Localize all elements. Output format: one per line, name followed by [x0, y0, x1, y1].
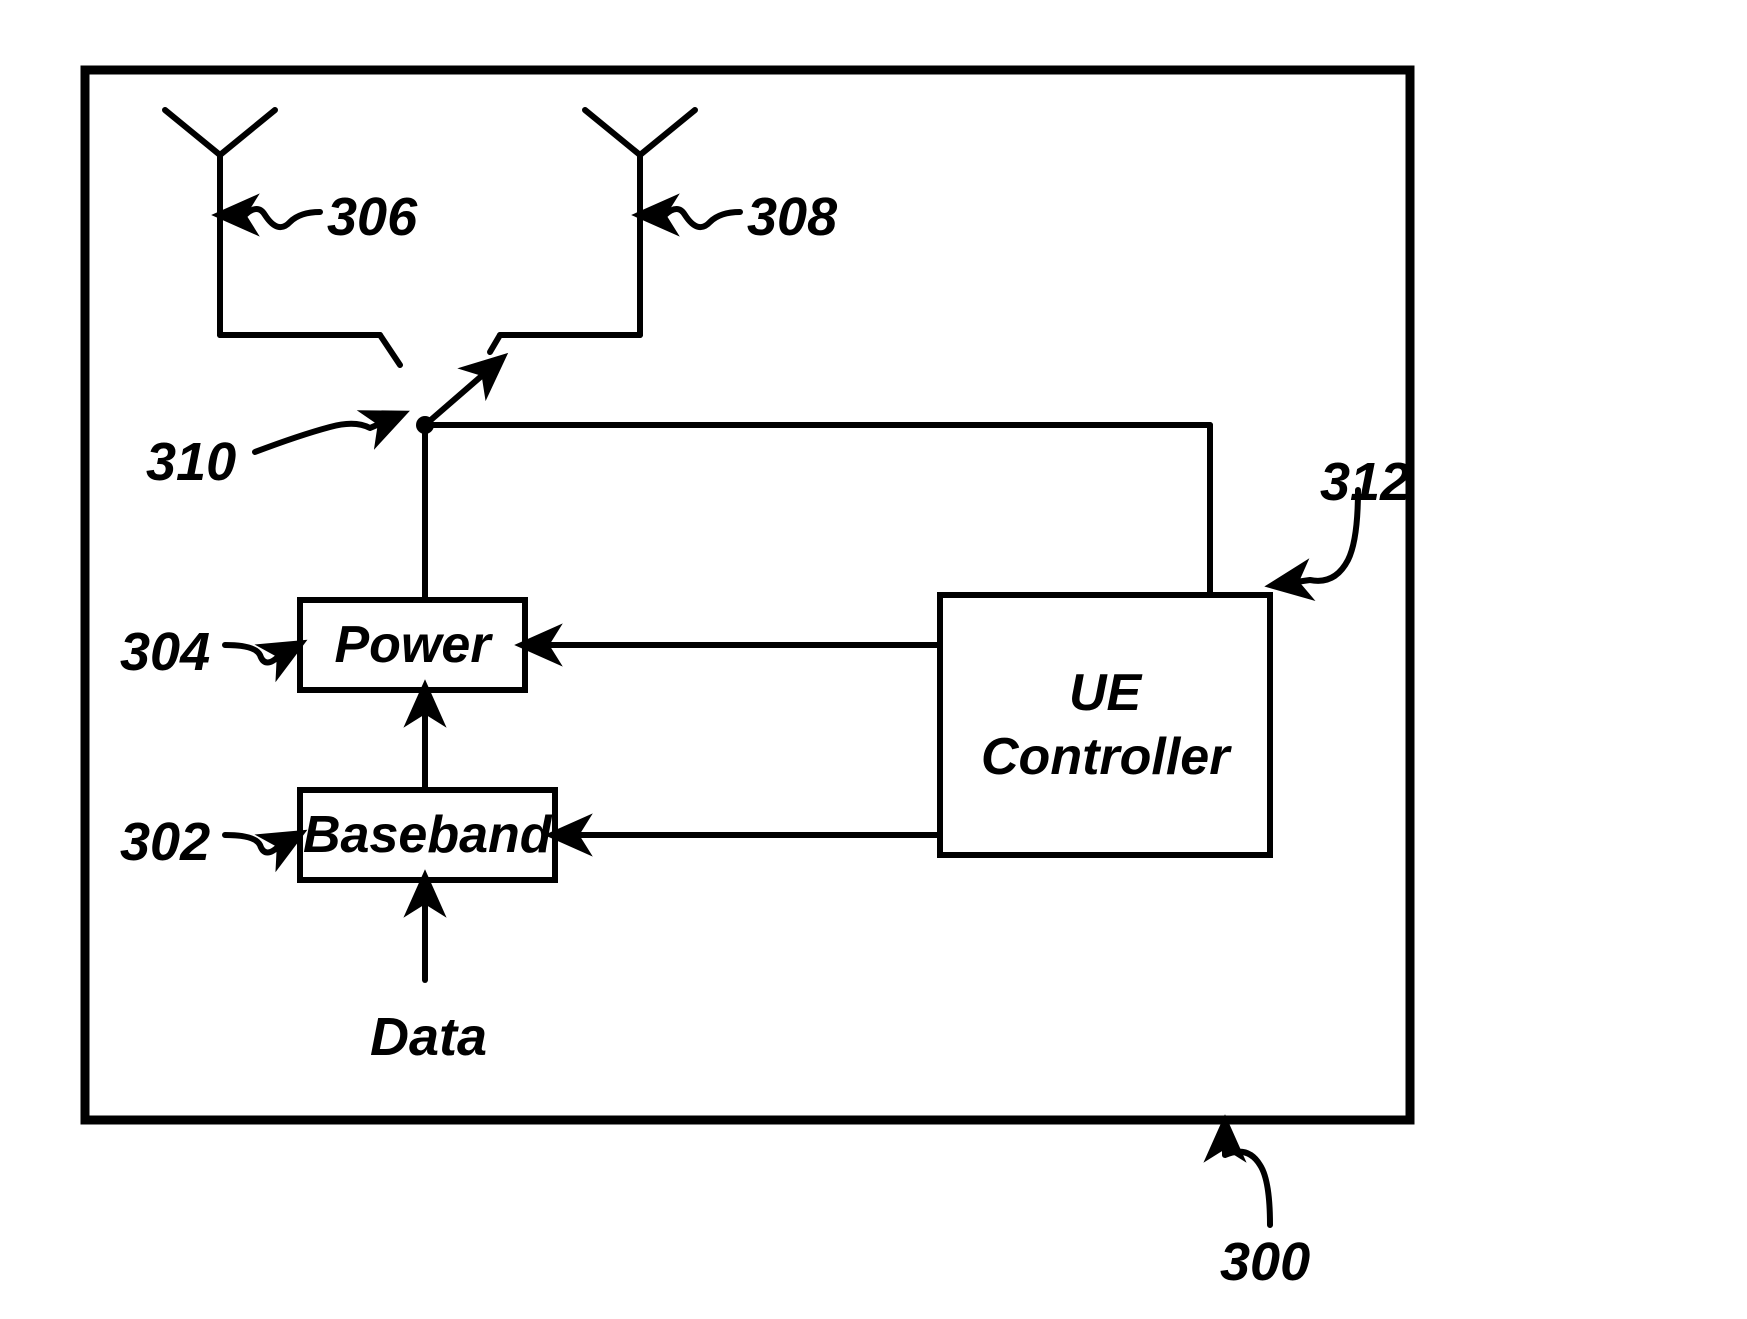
ref-label-310: 310 — [146, 435, 236, 489]
diagram-svg — [0, 0, 1747, 1319]
baseband-block-label: Baseband — [303, 809, 552, 861]
ref-label-302: 302 — [120, 815, 210, 869]
data-label: Data — [370, 1010, 487, 1064]
diagram-canvas: 306 308 310 312 304 302 300 Data Baseban… — [0, 0, 1747, 1319]
ref-label-308: 308 — [747, 190, 837, 244]
controller-block-label-line1: UE — [1069, 667, 1141, 719]
power-block-label: Power — [335, 619, 491, 671]
controller-block-label-line2: Controller — [981, 731, 1229, 783]
ref-label-300: 300 — [1220, 1235, 1310, 1289]
ref-label-304: 304 — [120, 625, 210, 679]
ref-label-312: 312 — [1320, 455, 1410, 509]
ref-label-306: 306 — [327, 190, 417, 244]
